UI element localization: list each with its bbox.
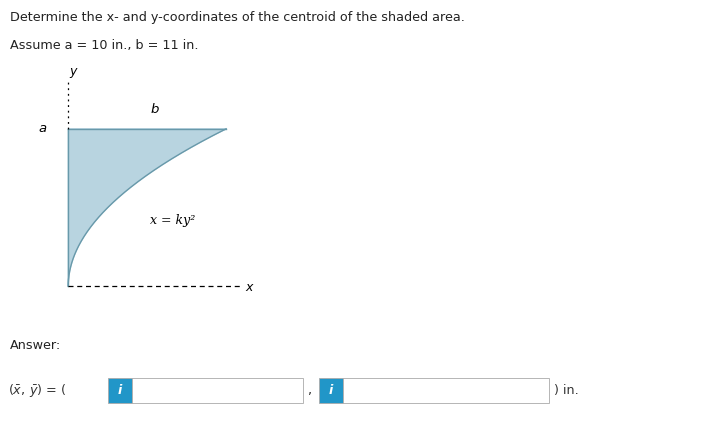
Text: Determine the x- and y-coordinates of the centroid of the shaded area.: Determine the x- and y-coordinates of th… [10,11,465,24]
Text: Answer:: Answer: [10,339,61,352]
Text: x: x [245,281,252,293]
Text: a: a [39,123,47,135]
Text: Assume a = 10 in., b = 11 in.: Assume a = 10 in., b = 11 in. [10,39,199,52]
Text: x = ky²: x = ky² [150,214,195,226]
Text: b: b [150,103,159,116]
FancyBboxPatch shape [108,378,132,403]
Text: ) in.: ) in. [554,384,579,397]
Text: i: i [118,384,122,397]
FancyBboxPatch shape [132,378,303,403]
Text: $(\bar{x},\,\bar{y})$ = (: $(\bar{x},\,\bar{y})$ = ( [8,382,67,399]
FancyBboxPatch shape [343,378,549,403]
Text: ,: , [307,384,311,397]
Text: y: y [70,65,77,78]
Text: i: i [329,384,333,397]
Polygon shape [68,129,226,286]
FancyBboxPatch shape [319,378,343,403]
